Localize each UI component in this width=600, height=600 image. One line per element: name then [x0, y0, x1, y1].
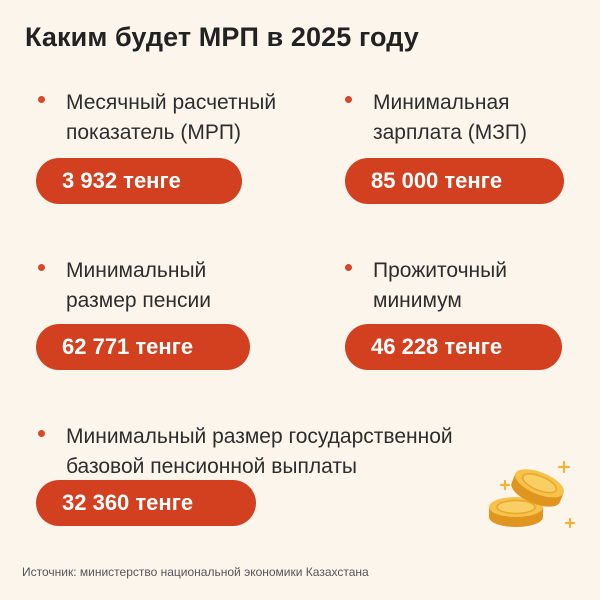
- indicator-mrp: Месячный расчетный показатель (МРП) 3 93…: [36, 88, 298, 204]
- indicator-label-line1: Прожиточный: [373, 259, 507, 282]
- bullet-icon: [345, 96, 352, 103]
- indicator-value: 62 771 тенге: [36, 324, 250, 370]
- indicator-mzp: Минимальная зарплата (МЗП) 85 000 тенге: [345, 88, 585, 204]
- bullet-icon: [345, 264, 352, 271]
- indicator-label: Месячный расчетный показатель (МРП): [66, 88, 276, 148]
- bullet-icon: [38, 430, 45, 437]
- indicator-label-line2: минимум: [373, 289, 462, 312]
- indicator-label-line2: размер пенсии: [66, 289, 211, 312]
- indicator-label: Минимальный размер государственной базов…: [66, 422, 453, 482]
- bullet-icon: [38, 96, 45, 103]
- coins-icon: [489, 460, 576, 529]
- indicator-label: Прожиточный минимум: [373, 256, 507, 316]
- page-title: Каким будет МРП в 2025 году: [25, 22, 419, 52]
- indicator-label: Минимальный размер пенсии: [66, 256, 211, 316]
- indicator-label-line2: зарплата (МЗП): [373, 121, 527, 144]
- indicator-label-line1: Минимальный: [66, 259, 207, 282]
- indicator-label: Минимальная зарплата (МЗП): [373, 88, 527, 148]
- indicator-label-line1: Месячный расчетный: [66, 91, 277, 114]
- indicator-min-pension: Минимальный размер пенсии 62 771 тенге: [36, 256, 298, 370]
- indicator-subsistence-minimum: Прожиточный минимум 46 228 тенге: [345, 256, 585, 370]
- indicator-label-line2: показатель (МРП): [66, 121, 241, 144]
- indicator-base-pension: Минимальный размер государственной базов…: [36, 422, 498, 534]
- indicator-value: 32 360 тенге: [36, 480, 256, 526]
- bullet-icon: [38, 264, 45, 271]
- indicator-label-line1: Минимальный размер государственной: [66, 425, 453, 448]
- indicator-value: 85 000 тенге: [345, 158, 564, 204]
- source-note: Источник: министерство национальной экон…: [22, 565, 369, 579]
- indicator-value: 3 932 тенге: [36, 158, 242, 204]
- indicator-label-line2: базовой пенсионной выплаты: [66, 455, 358, 478]
- indicator-value: 46 228 тенге: [345, 324, 562, 370]
- indicator-label-line1: Минимальная: [373, 91, 510, 114]
